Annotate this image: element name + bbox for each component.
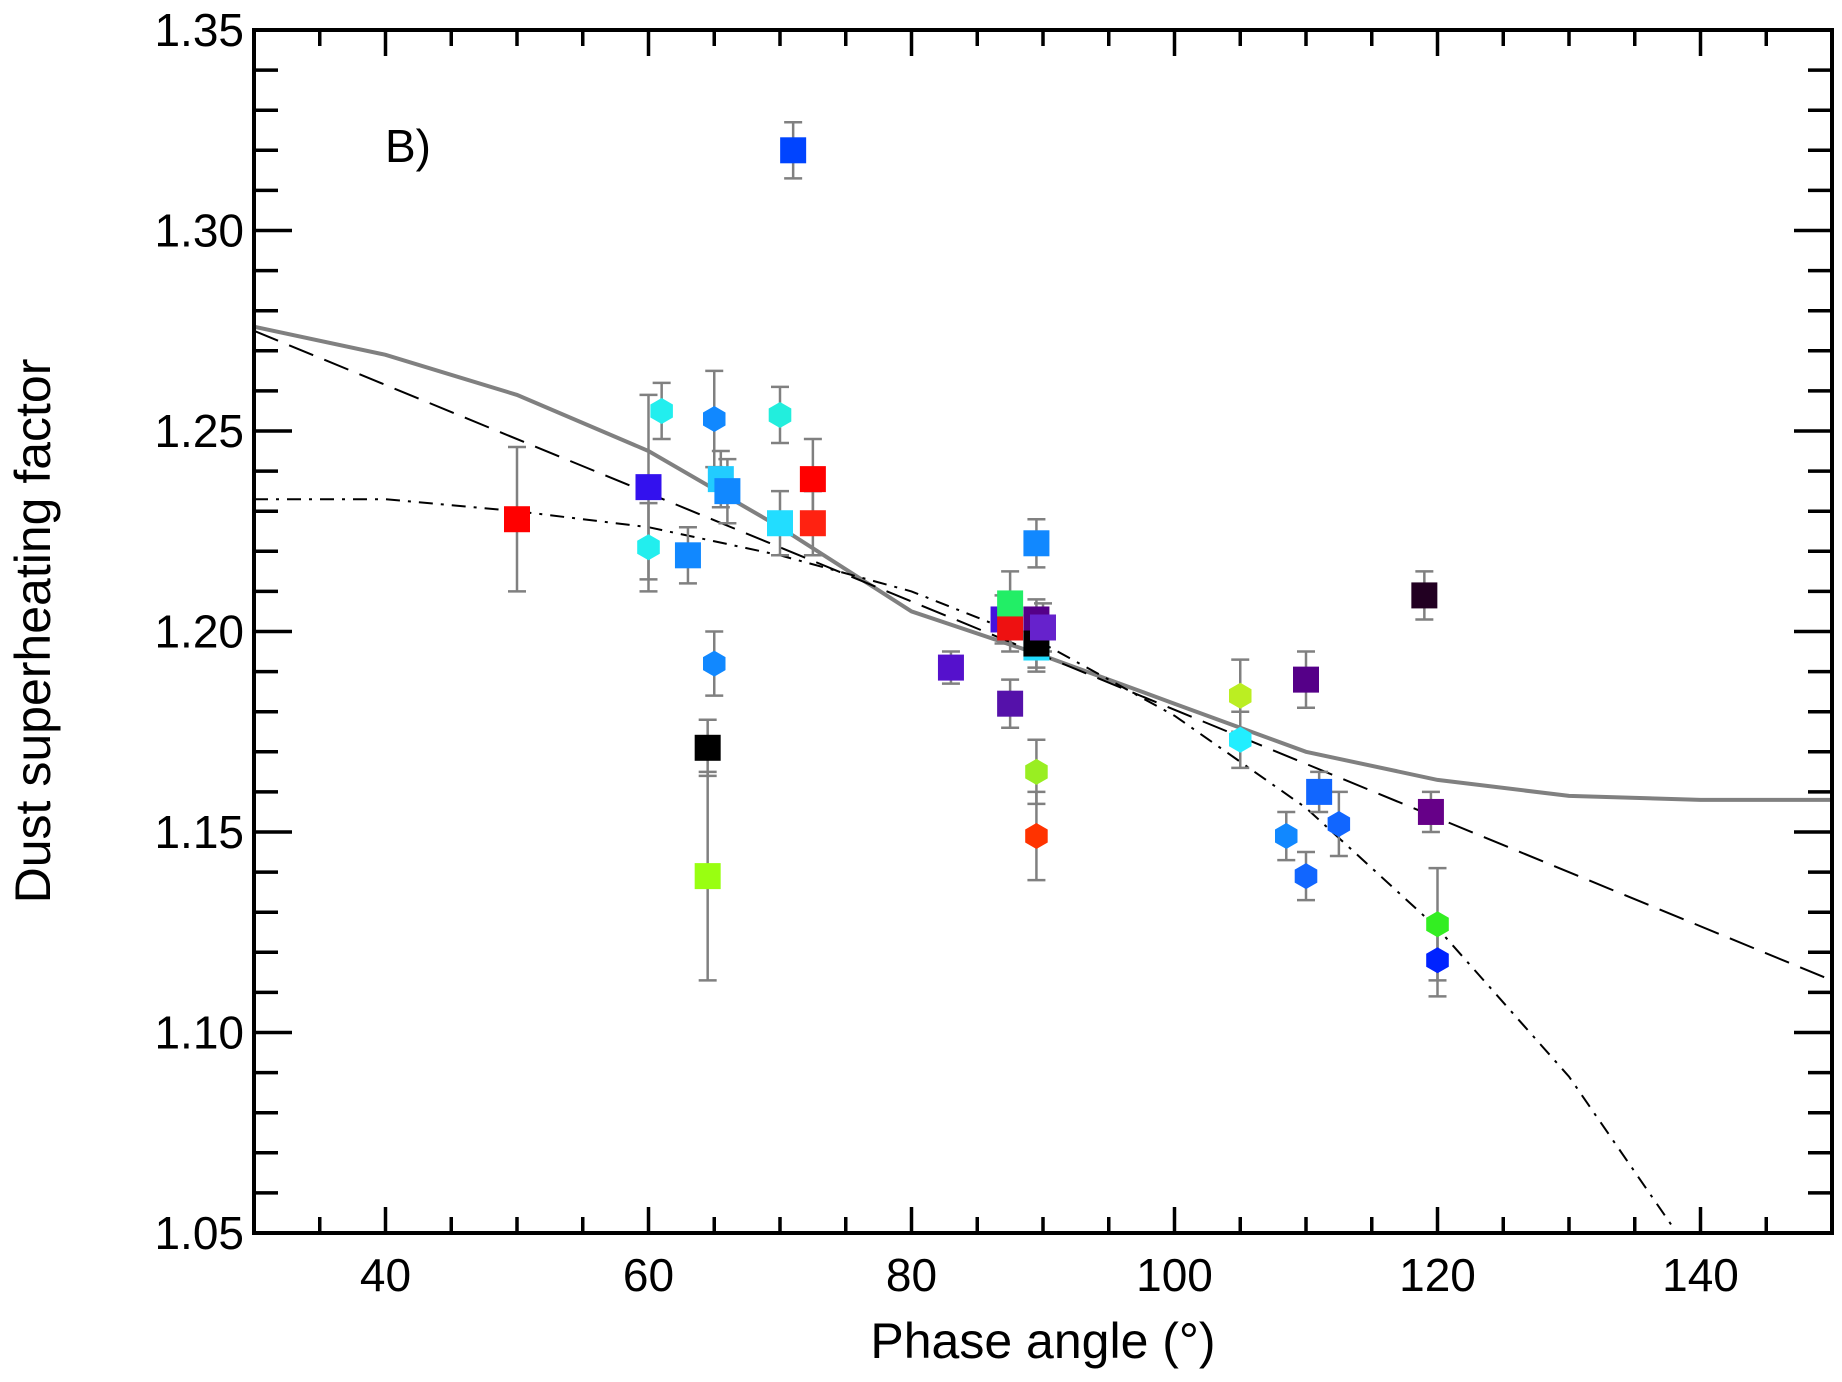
data-point-square-33 — [1306, 778, 1333, 805]
data-point-hexagon-8 — [703, 650, 726, 677]
data-point-hexagon-29 — [1229, 726, 1252, 753]
data-point-square-6 — [694, 863, 721, 890]
y-tick-label: 1.15 — [154, 806, 244, 858]
data-point-square-0 — [504, 506, 530, 533]
data-point-hexagon-11 — [768, 402, 792, 428]
data-point-square-35 — [1411, 582, 1438, 609]
data-point-square-12 — [767, 510, 793, 537]
data-point-square-13 — [780, 137, 807, 164]
data-point-hexagon-38 — [1426, 947, 1449, 974]
y-tick-label: 1.25 — [154, 405, 244, 457]
curve-dash-dot — [254, 498, 1676, 1230]
data-point-square-32 — [1293, 666, 1319, 693]
data-point-hexagon-3 — [650, 398, 673, 424]
x-tick-label: 60 — [623, 1249, 674, 1301]
data-point-hexagon-30 — [1275, 823, 1298, 849]
y-axis-title: Dust superheating factor — [5, 359, 61, 904]
data-point-square-16 — [937, 654, 964, 681]
y-tick-label: 1.05 — [154, 1207, 244, 1259]
x-tick-label: 80 — [886, 1249, 937, 1301]
data-point-hexagon-7 — [703, 406, 726, 432]
data-point-hexagon-22 — [1025, 823, 1048, 849]
data-point-square-15 — [799, 510, 826, 537]
data-point-square-27 — [1030, 614, 1056, 641]
x-tick-label: 100 — [1136, 1249, 1213, 1301]
x-tick-label: 120 — [1399, 1249, 1476, 1301]
plot-frame — [252, 28, 1834, 1235]
data-points — [504, 137, 1449, 974]
data-point-square-10 — [714, 478, 741, 505]
data-point-hexagon-21 — [1025, 758, 1048, 785]
data-point-square-36 — [1417, 798, 1444, 825]
y-tick-label: 1.10 — [154, 1007, 244, 1059]
data-point-square-19 — [997, 690, 1024, 717]
y-tick-label: 1.35 — [154, 4, 244, 56]
x-tick-label: 40 — [360, 1249, 411, 1301]
axis-ticks — [254, 30, 1832, 1233]
data-point-square-23 — [1023, 530, 1050, 557]
data-point-square-4 — [674, 542, 701, 569]
x-axis-title: Phase angle (°) — [870, 1313, 1215, 1369]
panel-label: B) — [385, 120, 431, 172]
x-tick-label: 140 — [1662, 1249, 1739, 1301]
data-point-square-5 — [694, 734, 721, 761]
data-point-hexagon-28 — [1229, 682, 1252, 709]
data-point-square-14 — [799, 466, 826, 493]
data-point-square-20 — [997, 590, 1024, 617]
y-tick-label: 1.20 — [154, 606, 244, 658]
data-point-hexagon-34 — [1327, 811, 1351, 837]
data-point-hexagon-2 — [637, 534, 660, 561]
data-point-square-1 — [635, 474, 662, 501]
tick-labels: 40 60 80 100 120 140 1.05 1.10 1.15 1.20 1.25 1.30 1… — [154, 4, 1738, 1301]
y-tick-label: 1.30 — [154, 205, 244, 257]
data-point-hexagon-31 — [1294, 863, 1318, 890]
data-point-hexagon-37 — [1426, 911, 1449, 938]
curve-solid — [253, 324, 1832, 802]
data-point-square-18 — [997, 614, 1024, 641]
